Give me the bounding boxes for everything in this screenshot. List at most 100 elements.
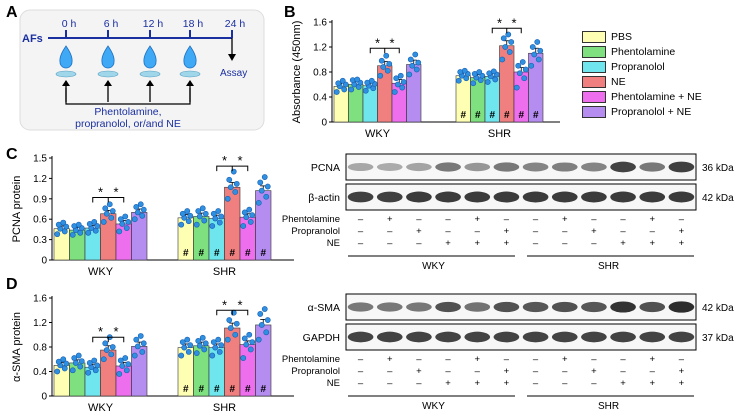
y-axis-label: PCNA protein xyxy=(11,176,23,243)
data-point xyxy=(255,199,262,206)
data-point xyxy=(116,371,123,377)
data-point xyxy=(196,213,203,220)
afs-label: AFs xyxy=(22,33,43,45)
treatment-mark: – xyxy=(445,226,451,237)
data-point xyxy=(227,184,234,191)
treatment-mark: + xyxy=(387,354,393,365)
group-label: SHR xyxy=(488,128,511,140)
hash-marker: # xyxy=(260,248,266,259)
blot-band xyxy=(347,302,374,312)
kda-label: 36 kDa xyxy=(702,163,734,174)
data-point xyxy=(247,219,254,225)
y-tick-label: 1.2 xyxy=(33,174,47,185)
treatment-mark: – xyxy=(358,238,364,249)
legend-swatch xyxy=(582,76,606,88)
hash-marker: # xyxy=(475,110,481,121)
data-point xyxy=(226,176,233,183)
y-tick-label: 0.6 xyxy=(33,215,47,226)
treatment-mark: – xyxy=(591,378,597,389)
blot-band xyxy=(551,191,578,203)
data-point xyxy=(134,209,141,216)
treatment-mark: – xyxy=(445,354,451,365)
treatment-mark: + xyxy=(504,226,510,237)
data-point xyxy=(380,64,387,70)
data-point xyxy=(227,325,234,331)
data-point xyxy=(71,355,78,361)
treatment-mark: – xyxy=(358,214,364,225)
data-point xyxy=(506,49,513,55)
data-point xyxy=(178,221,185,228)
data-point xyxy=(531,51,538,58)
data-point xyxy=(233,320,240,327)
blot-group-label: WKY xyxy=(422,401,445,412)
treatment-mark: + xyxy=(679,378,685,389)
data-point xyxy=(537,47,544,54)
treatment-mark: – xyxy=(650,366,656,377)
legend-swatch xyxy=(582,46,606,58)
treatment-mark: – xyxy=(504,354,510,365)
treatment-mark: – xyxy=(562,226,568,237)
treatment-mark: – xyxy=(445,214,451,225)
data-point xyxy=(140,206,147,213)
data-point xyxy=(63,223,70,230)
treatment-mark: – xyxy=(620,214,626,225)
band-label: α-SMA xyxy=(308,302,340,314)
treatment-mark: + xyxy=(620,238,626,249)
treatment-mark: + xyxy=(562,214,568,225)
treatment-mark: – xyxy=(533,378,539,389)
data-point xyxy=(196,342,203,349)
y-tick-label: 0 xyxy=(41,256,47,267)
data-point xyxy=(516,70,523,77)
data-point xyxy=(258,322,265,328)
legend-label: Phentolamine xyxy=(611,46,676,58)
y-tick-label: 0.3 xyxy=(33,235,47,246)
data-point xyxy=(399,84,406,91)
data-point xyxy=(109,344,116,350)
hash-marker: # xyxy=(198,384,204,395)
legend-item: Phentolamine xyxy=(582,45,702,59)
data-point xyxy=(534,39,541,45)
y-tick-label: 0.4 xyxy=(313,93,327,104)
data-point xyxy=(131,352,138,359)
treatment-mark: – xyxy=(387,378,393,389)
blot-strip xyxy=(345,183,697,211)
data-point xyxy=(232,331,239,338)
data-point xyxy=(123,367,130,374)
y-tick-label: 1.2 xyxy=(313,43,327,54)
treatment-text-line2: propranolol, or/and NE xyxy=(75,118,181,130)
data-point xyxy=(378,57,385,64)
treatment-mark: – xyxy=(533,354,539,365)
data-point xyxy=(116,228,123,235)
group-label: SHR xyxy=(213,402,236,414)
treatment-mark: + xyxy=(504,366,510,377)
blot-band xyxy=(610,301,636,313)
data-point xyxy=(137,201,144,208)
legend-item: Propranolol + NE xyxy=(582,105,702,119)
treatment-row-label: Propranolol xyxy=(291,226,340,237)
hash-marker: # xyxy=(245,248,251,259)
y-tick-label: 0 xyxy=(321,118,327,129)
treatment-row-label: Phentolamine xyxy=(282,214,340,225)
y-axis-label: α-SMA protein xyxy=(11,312,23,382)
blot-band xyxy=(639,331,666,343)
data-point xyxy=(187,212,194,219)
assay-label: Assay xyxy=(220,68,247,79)
data-point xyxy=(391,89,398,95)
data-point xyxy=(212,215,219,222)
data-point xyxy=(85,369,92,376)
data-point xyxy=(100,219,107,225)
treatment-mark: + xyxy=(445,378,451,389)
data-point xyxy=(515,62,522,69)
data-point xyxy=(215,336,222,343)
data-point xyxy=(246,206,253,213)
treatment-mark: – xyxy=(387,226,393,237)
hash-marker: # xyxy=(260,384,266,395)
legend-swatch xyxy=(582,31,606,43)
data-point xyxy=(94,223,101,229)
blot-band xyxy=(551,301,578,313)
y-tick-label: 1.5 xyxy=(33,154,47,165)
legend-item: PBS xyxy=(582,30,702,44)
data-point xyxy=(202,210,209,217)
data-point xyxy=(55,358,62,365)
treatment-mark: – xyxy=(416,378,422,389)
